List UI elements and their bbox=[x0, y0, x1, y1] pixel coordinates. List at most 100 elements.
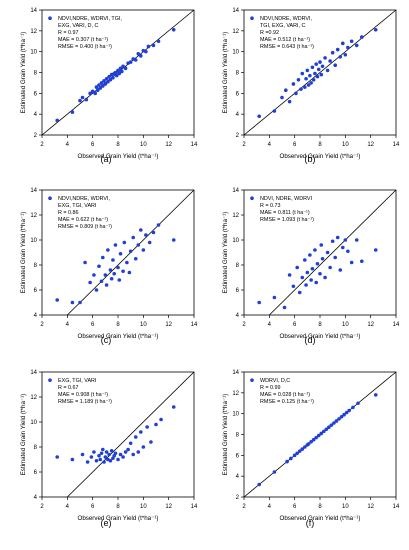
data-point bbox=[97, 453, 101, 458]
data-point bbox=[341, 41, 345, 46]
data-point bbox=[280, 95, 284, 100]
data-point bbox=[300, 275, 305, 280]
y-tick-label: 2 bbox=[236, 495, 240, 501]
data-point bbox=[333, 255, 338, 260]
legend-marker bbox=[48, 16, 52, 21]
reference-line-1to1 bbox=[67, 371, 195, 498]
x-tick-label: 8 bbox=[318, 504, 322, 510]
x-tick-label: 12 bbox=[367, 504, 374, 510]
y-tick-label: 10 bbox=[232, 412, 239, 418]
data-point bbox=[323, 56, 327, 60]
data-point bbox=[303, 85, 307, 89]
data-point bbox=[373, 248, 378, 252]
data-point bbox=[94, 85, 99, 89]
data-point bbox=[346, 45, 350, 50]
legend-text: R = 0.99 bbox=[260, 385, 281, 391]
data-point bbox=[55, 118, 59, 123]
legend-marker bbox=[250, 196, 254, 200]
data-point bbox=[109, 448, 114, 453]
data-point bbox=[90, 89, 95, 94]
data-point bbox=[116, 68, 120, 73]
x-tick-label: 10 bbox=[140, 142, 147, 148]
data-point bbox=[92, 450, 96, 454]
data-point bbox=[101, 84, 105, 88]
legend-text: MAE = 0.622 (t ha⁻¹) bbox=[58, 217, 108, 223]
data-point bbox=[154, 422, 158, 427]
data-point bbox=[108, 77, 113, 82]
legend-text: RMSE = 0.643 (t ha⁻¹) bbox=[260, 44, 314, 50]
legend-text: R = 0.73 bbox=[260, 203, 281, 209]
x-tick-label: 14 bbox=[191, 504, 198, 510]
data-point bbox=[98, 86, 103, 90]
panel-label: (b) bbox=[305, 154, 316, 164]
data-point bbox=[306, 83, 311, 87]
x-tick-label: 4 bbox=[66, 142, 70, 148]
data-point bbox=[319, 243, 324, 247]
x-tick-label: 6 bbox=[293, 504, 297, 510]
x-tick-label: 6 bbox=[91, 504, 95, 510]
data-point bbox=[337, 417, 341, 421]
data-point bbox=[114, 73, 119, 78]
data-point bbox=[303, 258, 307, 262]
chart-panel-6: 2 4 6 8 10 12 14 2 4 6 8 10 12 14 Observed Grain Yield… bbox=[222, 370, 400, 528]
data-point bbox=[313, 248, 317, 252]
data-point bbox=[108, 458, 113, 463]
x-tick-label: 6 bbox=[91, 322, 95, 328]
y-axis-label: Estimated Grain Yield (t*ha⁻¹) bbox=[222, 394, 229, 476]
data-point bbox=[144, 233, 148, 237]
data-point bbox=[117, 278, 122, 282]
data-point bbox=[330, 239, 335, 244]
data-point bbox=[93, 91, 97, 96]
x-tick-label: 14 bbox=[191, 322, 198, 328]
data-point bbox=[272, 109, 277, 113]
y-tick-label: 2 bbox=[34, 133, 38, 139]
y-tick-label: 10 bbox=[232, 50, 239, 56]
x-tick-label: 12 bbox=[367, 142, 374, 148]
data-point bbox=[139, 228, 143, 232]
x-tick-label: 8 bbox=[318, 322, 322, 328]
chart-panel-2: 2 4 6 8 10 12 14 2 4 6 8 10 12 14 Observed Grain Yield… bbox=[222, 8, 400, 164]
data-point bbox=[70, 300, 75, 305]
data-point bbox=[310, 65, 315, 70]
y-tick-label: 14 bbox=[232, 188, 239, 194]
data-point bbox=[103, 82, 108, 86]
data-point bbox=[118, 251, 123, 256]
legend-text: MAE = 0.028 (t ha⁻¹) bbox=[260, 392, 310, 398]
data-point bbox=[297, 290, 302, 295]
legend-text: EXG, TGI, VARI bbox=[58, 378, 96, 384]
x-tick-label: 10 bbox=[342, 322, 349, 328]
legend-text: NDVI,NDRE, WDRVI, bbox=[58, 196, 111, 202]
x-tick-label: 8 bbox=[318, 142, 322, 148]
data-point bbox=[55, 455, 59, 459]
y-axis-label: Estimated Grain Yield (t*ha⁻¹) bbox=[20, 212, 27, 294]
reference-line-1to1 bbox=[269, 189, 397, 316]
data-point bbox=[347, 408, 351, 413]
legend-text: NDVI,NDRE, WDRVI, bbox=[260, 16, 313, 22]
y-tick-label: 6 bbox=[236, 91, 240, 97]
data-point bbox=[102, 460, 106, 464]
y-tick-label: 6 bbox=[236, 288, 240, 294]
x-axis-label: Observed Grain Yield (t*ha⁻¹) bbox=[280, 153, 361, 160]
data-point bbox=[121, 64, 125, 69]
legend-text: EXG, VARI, D, C bbox=[58, 23, 98, 29]
data-point bbox=[107, 452, 111, 457]
x-tick-label: 4 bbox=[268, 322, 272, 328]
x-tick-label: 10 bbox=[342, 142, 349, 148]
data-point bbox=[319, 72, 324, 77]
data-point bbox=[257, 114, 262, 119]
data-point bbox=[319, 431, 324, 436]
data-point bbox=[300, 71, 305, 76]
data-point bbox=[102, 79, 106, 83]
data-point bbox=[125, 260, 129, 265]
x-tick-label: 4 bbox=[66, 322, 70, 328]
legend-text: WDRVI, D,C bbox=[260, 378, 290, 384]
data-point bbox=[343, 52, 348, 57]
data-point bbox=[94, 458, 99, 463]
data-point bbox=[295, 265, 300, 270]
data-point bbox=[78, 300, 82, 305]
y-tick-label: 10 bbox=[30, 238, 37, 244]
data-point bbox=[107, 74, 111, 79]
data-point bbox=[83, 260, 87, 265]
reference-line-1to1 bbox=[243, 9, 397, 136]
legend-marker bbox=[250, 16, 254, 21]
